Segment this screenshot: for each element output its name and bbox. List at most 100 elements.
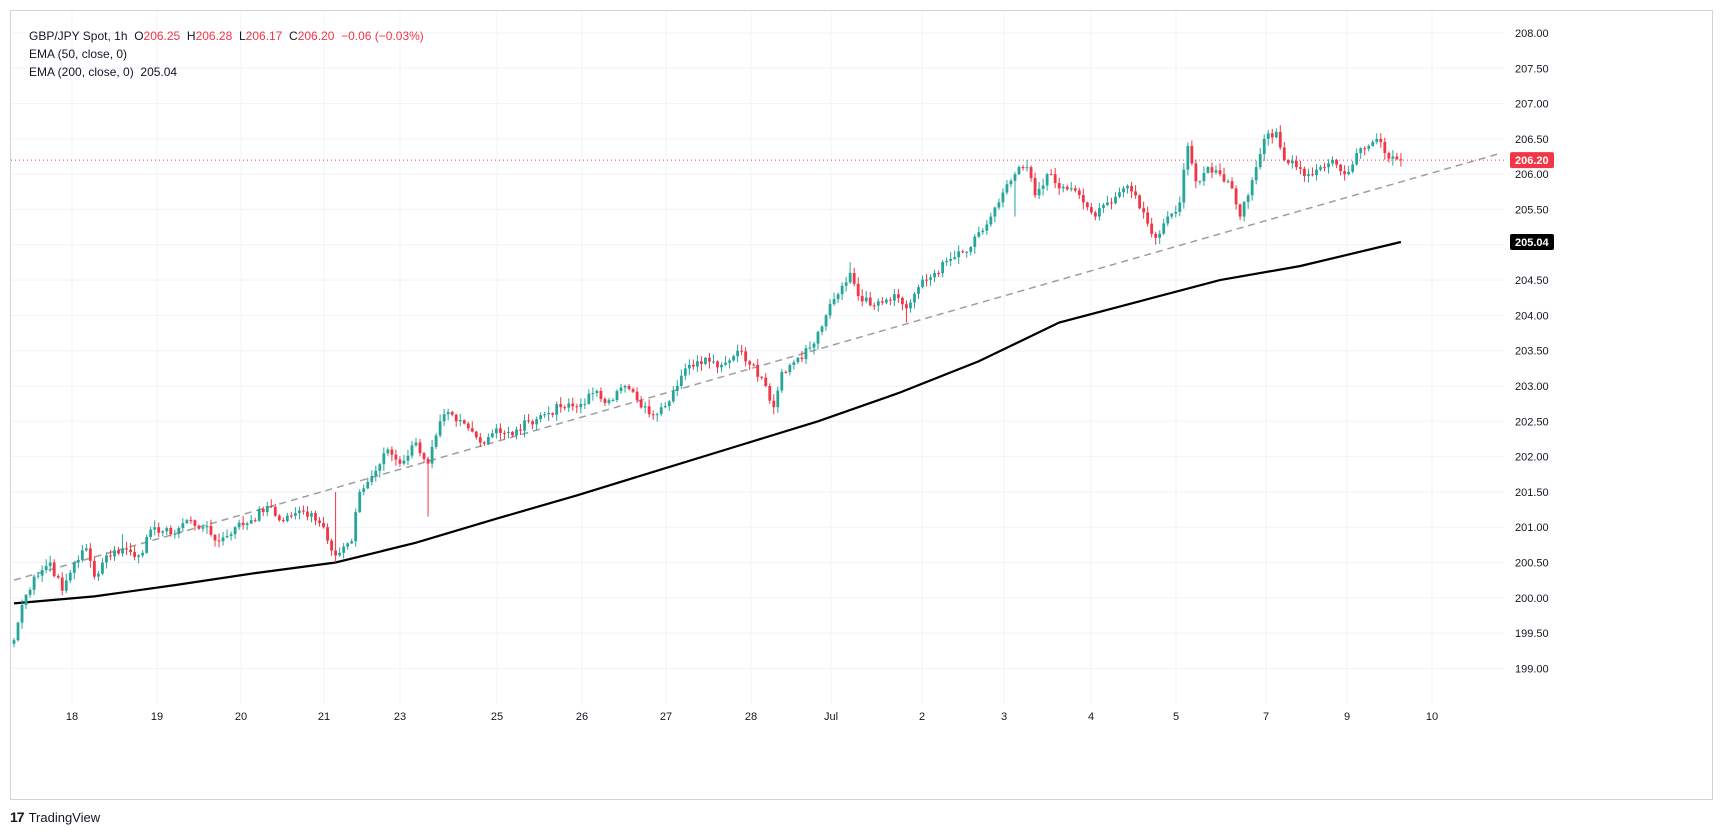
- candle-body: [1387, 153, 1391, 159]
- chart-canvas[interactable]: 208.00 207.50 207.00 206.50 206.00 205.50 205.…: [11, 11, 1714, 801]
- ema200-layer: [13, 240, 1402, 605]
- price-tick-label: 200.00: [1515, 593, 1549, 605]
- legend-ohlc-row: GBP/JPY Spot, 1h O206.25 H206.28 L206.17…: [29, 27, 424, 45]
- candle-body: [1254, 167, 1258, 181]
- legend-change: −0.06 (−0.03%): [341, 29, 424, 43]
- candle-body: [884, 299, 888, 303]
- candle-body: [1013, 174, 1017, 181]
- legend-ema200-row[interactable]: EMA (200, close, 0) 205.04: [29, 63, 424, 81]
- candle-body: [141, 552, 145, 556]
- candle-body: [1246, 195, 1250, 202]
- candle-body: [470, 428, 474, 432]
- candle-body: [905, 304, 908, 309]
- candle-body: [1142, 208, 1146, 213]
- candle-body: [374, 470, 378, 477]
- candle-body: [925, 279, 928, 281]
- candle-body: [430, 446, 434, 464]
- candle-body: [969, 246, 973, 252]
- candle-body: [1307, 174, 1310, 176]
- candle-body: [1391, 156, 1395, 159]
- candle-body: [712, 361, 715, 363]
- candle-body: [370, 476, 374, 482]
- candle-body: [547, 413, 551, 415]
- candle-body: [310, 513, 313, 517]
- candle-body: [88, 548, 92, 561]
- candle-body: [800, 357, 804, 360]
- candle-body: [619, 387, 623, 392]
- ema200-line: [13, 240, 1402, 605]
- candle-body: [852, 273, 856, 284]
- candle-body: [1001, 192, 1005, 203]
- candle-body: [531, 421, 534, 425]
- candle-body: [828, 304, 832, 316]
- candle-body: [1005, 184, 1009, 193]
- footer[interactable]: 17 TradingView: [10, 806, 100, 828]
- candle-body: [342, 546, 346, 553]
- candle-body: [1359, 148, 1363, 154]
- candle-body: [165, 527, 169, 532]
- candle-body: [551, 413, 555, 415]
- time-tick-label: 20: [235, 711, 247, 723]
- time-tick-label: 27: [660, 711, 672, 723]
- candle-body: [856, 283, 860, 297]
- candle-body: [567, 403, 571, 408]
- candle-body: [474, 431, 478, 438]
- candle-body: [56, 576, 60, 578]
- candle-body: [965, 251, 969, 253]
- candle-body: [257, 508, 261, 521]
- candle-body: [289, 515, 293, 517]
- candle-body: [36, 575, 40, 577]
- candle-body: [1339, 164, 1342, 172]
- candle-body: [1226, 181, 1230, 183]
- candle-body: [318, 520, 321, 523]
- price-tick-label: 199.00: [1515, 663, 1549, 675]
- candle-body: [1399, 159, 1403, 161]
- candle-body: [1098, 208, 1101, 217]
- candle-body: [129, 549, 132, 553]
- candle-body: [635, 391, 639, 401]
- candle-body: [535, 419, 538, 425]
- legend-h-value: 206.28: [195, 29, 233, 43]
- candle-body: [1162, 223, 1166, 234]
- candle-body: [121, 548, 124, 554]
- candle-body: [490, 433, 494, 438]
- candle-body: [225, 535, 229, 538]
- time-axis: 18 19 20 21 23 25 26 27 28 Jul 2 3 4 5 7 9 10: [66, 711, 1438, 723]
- candle-body: [1025, 167, 1029, 169]
- candle-body: [261, 508, 265, 513]
- legend-ema50-row[interactable]: EMA (50, close, 0): [29, 45, 424, 63]
- candle-body: [1299, 167, 1302, 169]
- candle-body: [615, 391, 619, 401]
- candle-body: [169, 527, 173, 535]
- candle-body: [486, 437, 490, 444]
- candle-body: [101, 562, 104, 574]
- candle-body: [864, 297, 868, 302]
- candle-body: [913, 293, 916, 303]
- candle-body: [832, 299, 836, 305]
- price-tick-label: 201.50: [1515, 487, 1549, 499]
- candle-body: [378, 464, 382, 471]
- candle-body: [40, 570, 44, 576]
- candle-body: [679, 375, 683, 386]
- time-tick-label: 28: [745, 711, 757, 723]
- candle-body: [1194, 163, 1198, 182]
- candle-body: [60, 577, 64, 591]
- candle-body: [221, 537, 225, 542]
- candle-body: [1146, 212, 1150, 224]
- chart-frame[interactable]: 208.00 207.50 207.00 206.50 206.00 205.50 205.…: [10, 10, 1713, 800]
- brand-name: TradingView: [28, 809, 101, 825]
- candle-body: [631, 389, 635, 392]
- candle-body: [1375, 138, 1379, 142]
- candle-body: [985, 224, 989, 231]
- candle-body: [941, 262, 945, 274]
- legend-c-label: C: [289, 29, 298, 43]
- candle-body: [177, 527, 181, 534]
- candle-body: [1174, 211, 1178, 214]
- candle-body: [326, 527, 329, 541]
- candle-body: [382, 453, 386, 465]
- candle-body: [269, 506, 273, 508]
- candle-body: [1343, 171, 1347, 175]
- candle-body: [844, 282, 848, 286]
- candle-body: [929, 277, 932, 280]
- candle-body: [997, 202, 1001, 208]
